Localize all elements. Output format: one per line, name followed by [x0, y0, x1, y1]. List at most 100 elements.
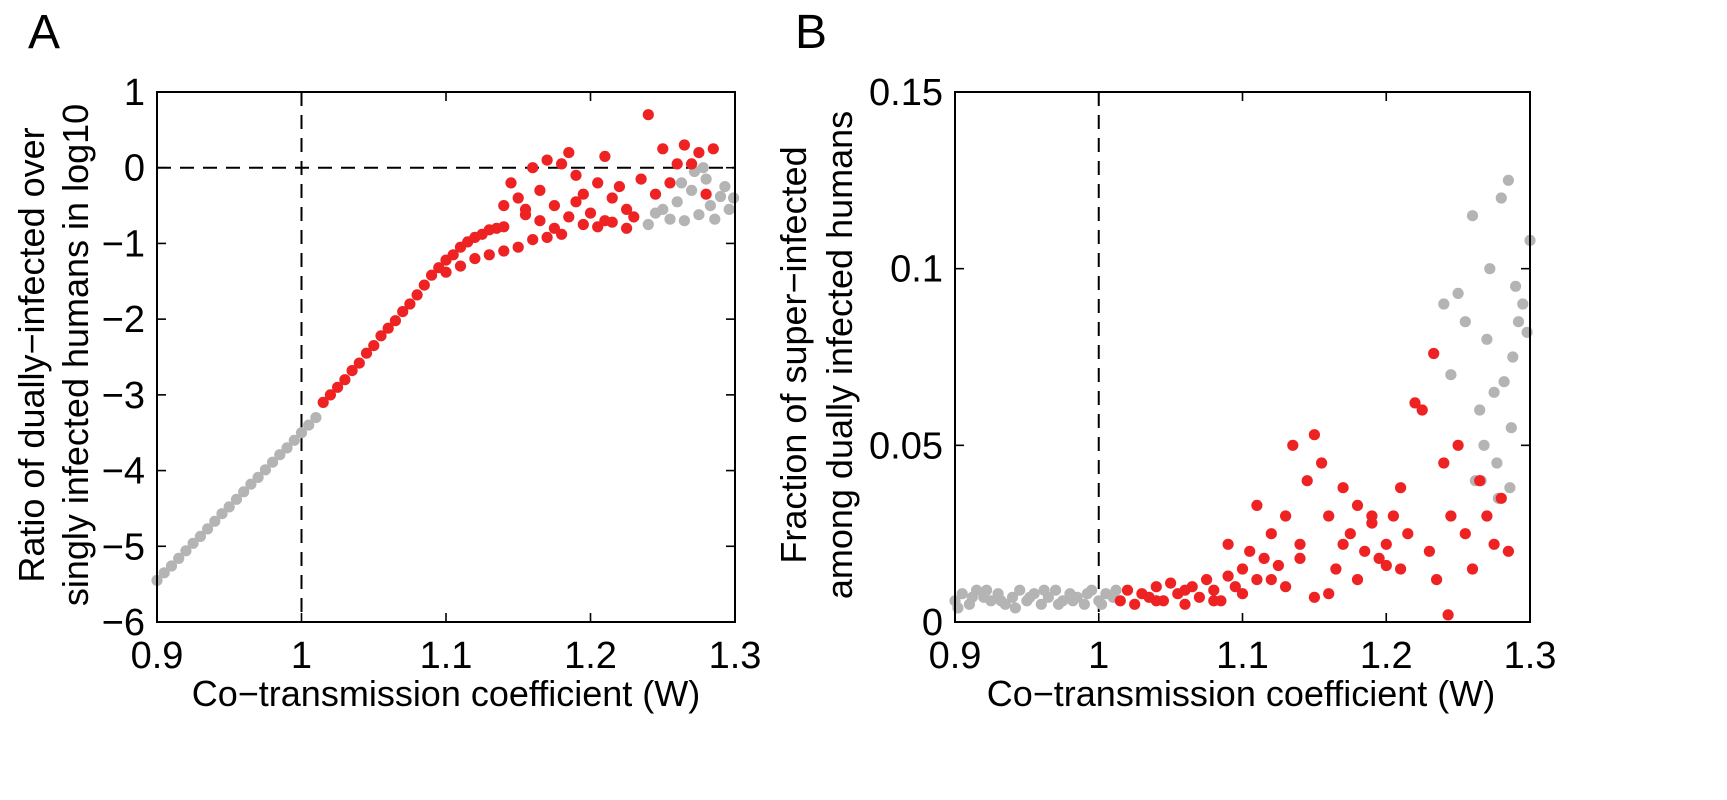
panel-b-red-point	[1438, 457, 1450, 469]
panel-b-red-point	[1423, 545, 1435, 557]
panel-a-red-point	[548, 200, 561, 212]
panel-a-red-point	[324, 389, 336, 401]
panel-b-gray-point	[1438, 298, 1450, 310]
panel-a-gray-point	[642, 218, 654, 231]
panel-b-xlabel: Co−transmission coefficient (W)	[987, 673, 1496, 714]
panel-b-red-point	[1351, 574, 1364, 586]
panel-b-red-point	[1495, 492, 1507, 504]
panel-b-red-point	[1121, 584, 1134, 596]
panel-b-gray-point	[1495, 192, 1507, 204]
panel-b-gray-point	[1517, 298, 1529, 310]
panel-a-points	[151, 109, 740, 587]
panel-a-red-point	[440, 266, 452, 278]
panel-a-xtick-label: 1.1	[420, 635, 473, 677]
panel-b-gray-point	[1474, 404, 1486, 416]
panel-a-gray-point	[274, 449, 286, 461]
panel-b-red-point	[1287, 439, 1299, 451]
panel-a-red-point	[389, 315, 401, 327]
panel-a-gray-point	[700, 173, 712, 185]
panel-b-gray-point	[1459, 316, 1471, 328]
panel-b-gray-point	[1081, 588, 1093, 600]
panel-b-red-point	[1308, 591, 1320, 603]
panel-b-red-point	[1251, 574, 1263, 586]
panel-a-red-point	[339, 374, 351, 386]
panel-a-gray-point	[173, 552, 185, 565]
panel-a-red-point	[541, 231, 553, 243]
panel-b-gray-point	[1504, 482, 1516, 494]
panel-b-red-point	[1229, 581, 1241, 593]
panel-a-red-point	[382, 322, 394, 334]
panel-a-ytick-label: −1	[102, 223, 145, 265]
panel-b-gray-point	[1110, 584, 1122, 596]
panel-b-red-point	[1294, 552, 1306, 565]
panel-a-ytick-label: −2	[102, 299, 145, 341]
panel-a-xtick-label: 0.9	[131, 635, 184, 677]
panel-b-gray-point	[1024, 591, 1036, 603]
panel-b-red-point	[1272, 559, 1284, 572]
panel-b-points	[949, 174, 1536, 621]
panel-a-red-point	[649, 188, 662, 200]
panel-b-gray-point	[995, 595, 1007, 607]
panel-b-gray-point	[1052, 598, 1065, 610]
panel-b-red-point	[1380, 538, 1392, 550]
panel-b-gray-point	[1478, 439, 1490, 451]
panel-a-gray-point	[723, 203, 735, 215]
panel-a-red-point	[671, 158, 683, 170]
panel-b-gray-point	[1507, 351, 1519, 363]
panel-b-gray-point	[1096, 598, 1108, 610]
panel-a-red-point	[404, 298, 416, 310]
panel-b-red-point	[1359, 545, 1371, 557]
panel-b-gray-point	[1466, 210, 1479, 222]
panel-a-red-point	[498, 221, 510, 233]
panel-b-red-point	[1244, 545, 1256, 557]
panel-a-gray-point	[714, 190, 727, 203]
panel-b-ytick-label: 0.1	[890, 249, 943, 291]
panel-b-red-point	[1452, 439, 1464, 451]
panel-a-red-point	[592, 221, 604, 233]
panel-a-gray-point	[728, 192, 740, 204]
panel-a-gray-point	[187, 537, 199, 549]
panel-a-red-point	[346, 365, 358, 377]
panel-a-gray-point	[202, 523, 214, 535]
panel-a-ylabel-line1: Ratio of dually−infected over	[11, 127, 52, 582]
panel-a-gray-point	[686, 184, 698, 196]
panel-a-gray-point	[697, 162, 709, 174]
panel-a-xtick-label: 1.2	[564, 635, 617, 677]
panel-a-red-point	[454, 260, 467, 272]
panel-a-red-point	[642, 109, 654, 121]
panel-a-red-point	[613, 181, 626, 193]
panel-a-gray-point	[223, 501, 235, 513]
panel-b-red-point	[1179, 598, 1191, 610]
panel-b-gray-point	[1481, 333, 1493, 345]
panel-b-gray-point	[1038, 584, 1050, 596]
panel-b-gray-point	[1050, 584, 1062, 596]
panel-a-red-point	[657, 143, 669, 155]
panel-a-ytick-label: −5	[102, 526, 145, 568]
panel-b-xtick-label: 1.1	[1216, 635, 1269, 677]
panel-b-ytick-label: 0.05	[869, 425, 943, 467]
panel-a-red-point	[570, 169, 582, 181]
panel-b-red-point	[1193, 591, 1205, 603]
panel-a-gray-point	[288, 434, 300, 446]
panel-a-gray-point	[719, 181, 731, 193]
panel-b-red-point	[1280, 510, 1292, 522]
panel-b-red-point	[1380, 559, 1392, 572]
panel-b-red-point	[1459, 528, 1471, 540]
panel-a-red-point	[512, 192, 524, 204]
panel-b-red-point	[1351, 499, 1364, 511]
panel-b-gray-point	[985, 595, 997, 607]
panel-a-gray-point	[303, 419, 315, 431]
panel-a-gray-point	[209, 515, 221, 527]
panel-a-red-point	[599, 150, 611, 162]
panel-a-gray-point	[230, 493, 243, 505]
panel-b-red-point	[1337, 482, 1349, 494]
panel-b-red-point	[1258, 552, 1270, 565]
panel-a-red-point	[353, 357, 365, 369]
panel-a-red-point	[635, 173, 647, 185]
panel-b-red-point	[1316, 457, 1328, 469]
panel-a-red-point	[317, 396, 329, 408]
panel-a-red-point	[584, 207, 597, 219]
panel-b-ylabel-line1: Fraction of super−infected	[773, 146, 814, 563]
panel-a-red-point	[505, 177, 517, 189]
